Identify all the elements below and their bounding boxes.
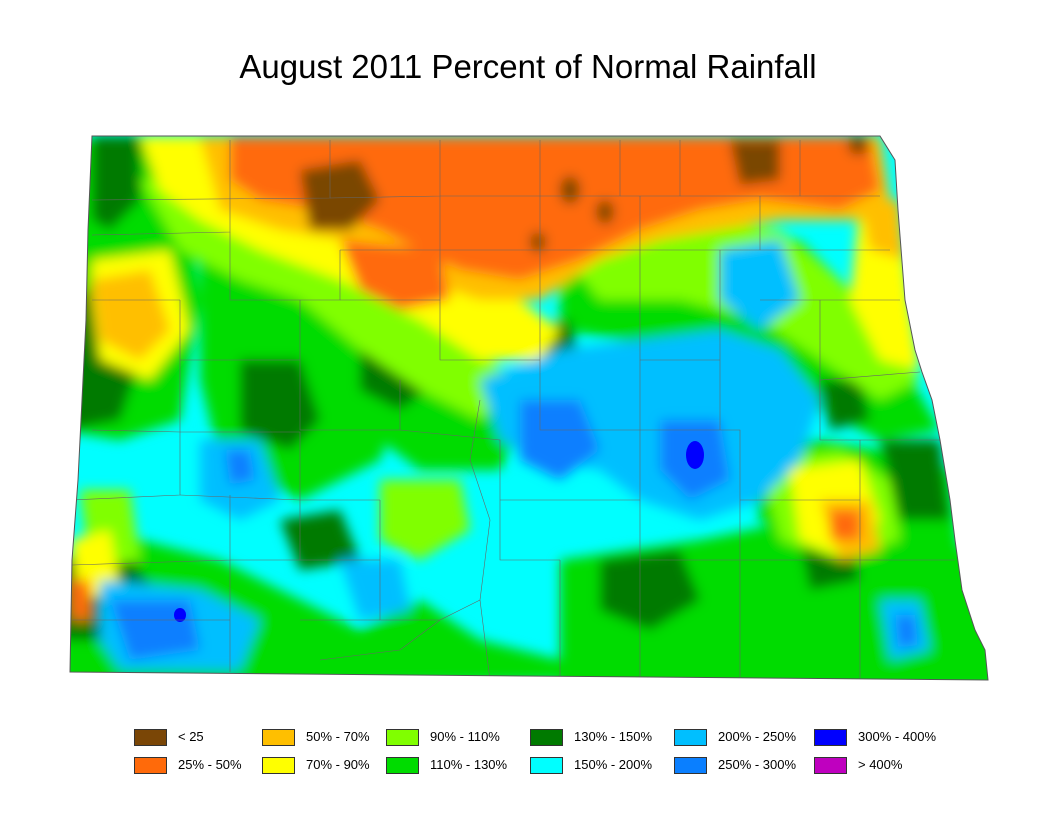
- legend: < 25 25% - 50% 50% - 70% 70% - 90% 90% -…: [134, 727, 974, 777]
- legend-label: 50% - 70%: [306, 729, 370, 744]
- legend-swatch: [134, 757, 167, 774]
- legend-label: < 25: [178, 729, 204, 744]
- legend-swatch: [386, 757, 419, 774]
- legend-swatch: [262, 757, 295, 774]
- legend-label: 25% - 50%: [178, 757, 242, 772]
- legend-swatch: [134, 729, 167, 746]
- legend-swatch: [814, 729, 847, 746]
- legend-label: 70% - 90%: [306, 757, 370, 772]
- legend-swatch: [814, 757, 847, 774]
- legend-swatch: [262, 729, 295, 746]
- legend-swatch: [674, 729, 707, 746]
- legend-swatch: [530, 757, 563, 774]
- legend-label: 300% - 400%: [858, 729, 937, 744]
- legend-label: 200% - 250%: [718, 729, 797, 744]
- legend-label: 150% - 200%: [574, 757, 653, 772]
- legend-label: 90% - 110%: [430, 729, 500, 744]
- legend-label: > 400%: [858, 757, 903, 772]
- county-lines: [71, 140, 955, 680]
- legend-swatch: [386, 729, 419, 746]
- legend-label: 250% - 300%: [718, 757, 797, 772]
- legend-swatch: [674, 757, 707, 774]
- state-outline: [69, 135, 989, 681]
- legend-label: 110% - 130%: [430, 757, 508, 772]
- legend-swatch: [530, 729, 563, 746]
- legend-label: 130% - 150%: [574, 729, 653, 744]
- rainfall-fill: [70, 136, 988, 680]
- map-title: August 2011 Percent of Normal Rainfall: [239, 48, 817, 85]
